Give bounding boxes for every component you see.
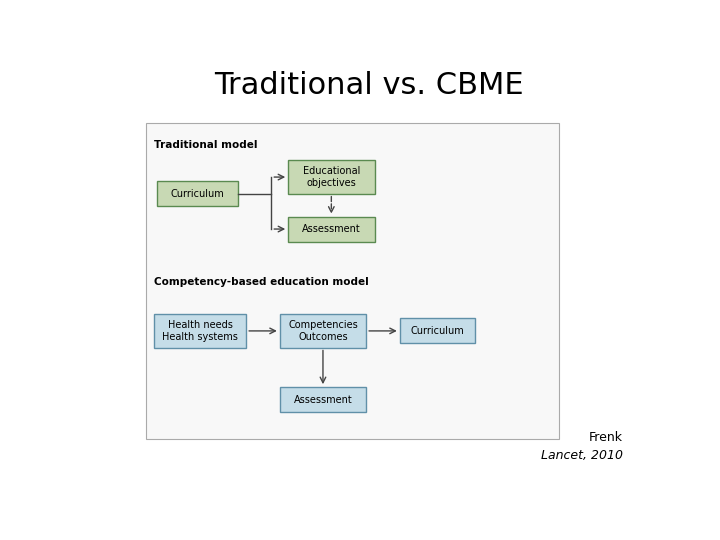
Text: Assessment: Assessment	[294, 395, 352, 404]
Text: Curriculum: Curriculum	[171, 188, 225, 199]
Text: Health needs
Health systems: Health needs Health systems	[162, 320, 238, 342]
Text: Traditional model: Traditional model	[154, 140, 258, 150]
FancyBboxPatch shape	[288, 160, 374, 194]
Text: Traditional vs. CBME: Traditional vs. CBME	[214, 71, 524, 100]
FancyBboxPatch shape	[288, 217, 374, 241]
FancyBboxPatch shape	[154, 314, 246, 348]
Text: Competencies
Outcomes: Competencies Outcomes	[288, 320, 358, 342]
FancyBboxPatch shape	[157, 181, 238, 206]
FancyBboxPatch shape	[145, 123, 559, 439]
FancyBboxPatch shape	[400, 319, 475, 343]
Text: Lancet, 2010: Lancet, 2010	[541, 449, 623, 462]
Text: Assessment: Assessment	[302, 224, 361, 234]
Text: Educational
objectives: Educational objectives	[302, 166, 360, 188]
Text: Competency-based education model: Competency-based education model	[154, 277, 369, 287]
FancyBboxPatch shape	[280, 314, 366, 348]
Text: Frenk: Frenk	[589, 431, 623, 444]
Text: Curriculum: Curriculum	[410, 326, 464, 336]
FancyBboxPatch shape	[280, 387, 366, 412]
